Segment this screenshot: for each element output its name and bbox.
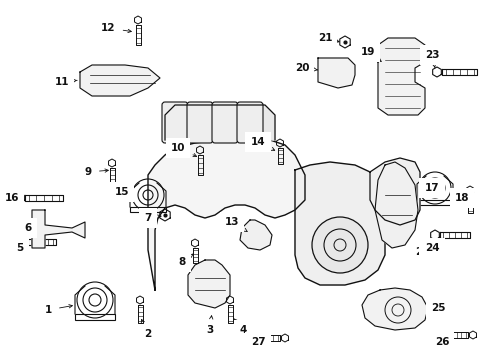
- Polygon shape: [374, 162, 417, 248]
- Text: 15: 15: [115, 187, 129, 197]
- Text: 14: 14: [250, 137, 274, 150]
- Text: 12: 12: [101, 23, 131, 33]
- Polygon shape: [240, 220, 271, 250]
- Polygon shape: [377, 38, 424, 115]
- Text: 13: 13: [224, 217, 247, 231]
- FancyBboxPatch shape: [162, 102, 187, 143]
- Bar: [130, 207, 165, 212]
- Text: 27: 27: [250, 337, 265, 347]
- Polygon shape: [369, 158, 419, 225]
- Polygon shape: [361, 288, 427, 330]
- Circle shape: [311, 217, 367, 273]
- Text: 2: 2: [141, 319, 151, 339]
- Text: 11: 11: [55, 77, 77, 87]
- Text: 23: 23: [424, 50, 438, 68]
- Text: 10: 10: [170, 143, 196, 157]
- Polygon shape: [294, 162, 384, 285]
- Text: 8: 8: [178, 254, 193, 267]
- Text: 9: 9: [84, 167, 108, 177]
- Text: 5: 5: [16, 243, 23, 253]
- Text: 17: 17: [424, 183, 438, 193]
- Polygon shape: [148, 138, 305, 290]
- Text: 18: 18: [454, 193, 468, 203]
- Text: 1: 1: [44, 305, 72, 315]
- FancyBboxPatch shape: [212, 102, 238, 143]
- Text: 7: 7: [144, 213, 161, 223]
- Polygon shape: [187, 260, 229, 308]
- Text: 6: 6: [24, 223, 32, 233]
- Polygon shape: [32, 210, 85, 248]
- FancyBboxPatch shape: [237, 102, 263, 143]
- Polygon shape: [80, 65, 160, 96]
- Text: 4: 4: [233, 319, 246, 335]
- Text: 25: 25: [428, 303, 445, 313]
- Text: 16: 16: [5, 193, 19, 203]
- Text: 21: 21: [317, 33, 338, 43]
- Text: 24: 24: [424, 242, 438, 253]
- Text: 3: 3: [206, 316, 213, 335]
- FancyBboxPatch shape: [186, 102, 213, 143]
- Bar: [416, 200, 452, 205]
- Bar: [75, 314, 115, 320]
- Text: 26: 26: [434, 337, 448, 347]
- Text: 19: 19: [360, 47, 381, 62]
- Text: 22: 22: [412, 247, 428, 257]
- Polygon shape: [164, 105, 274, 140]
- Text: 20: 20: [294, 63, 317, 73]
- Polygon shape: [317, 58, 354, 88]
